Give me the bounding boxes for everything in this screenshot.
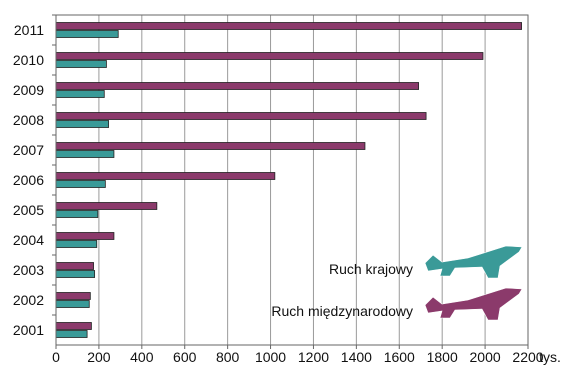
bars bbox=[55, 22, 522, 338]
y-tick-label: 2008 bbox=[13, 112, 44, 128]
x-tick-label: 2000 bbox=[470, 349, 501, 365]
legend: Ruch krajowy Ruch międzynarodowy bbox=[271, 245, 523, 321]
y-tick-label: 2010 bbox=[13, 52, 44, 68]
legend-item-domestic: Ruch krajowy bbox=[329, 245, 523, 279]
y-tick-label: 2002 bbox=[13, 292, 44, 308]
x-tick-label: 1400 bbox=[341, 349, 372, 365]
y-tick-label: 2009 bbox=[13, 82, 44, 98]
bar-international bbox=[55, 202, 158, 210]
x-tick-label: 1200 bbox=[298, 349, 329, 365]
axis-ticks: 0 200 400 600 800 1000 1200 1400 1600 1800 2000 220… bbox=[13, 14, 544, 365]
bar-international bbox=[55, 52, 484, 60]
x-axis-unit-label: tys. bbox=[539, 349, 561, 365]
bar-international bbox=[55, 292, 91, 300]
bar-international bbox=[55, 262, 94, 270]
x-tick-label: 800 bbox=[216, 349, 240, 365]
legend-label-international: Ruch międzynarodowy bbox=[271, 303, 413, 319]
airplane-icon bbox=[424, 287, 523, 321]
bar-domestic bbox=[55, 90, 105, 98]
bar-domestic bbox=[55, 150, 115, 158]
y-tick-label: 2003 bbox=[13, 262, 44, 278]
airplane-icon bbox=[424, 245, 523, 279]
bar-domestic bbox=[55, 240, 98, 248]
y-tick-label: 2005 bbox=[13, 202, 44, 218]
y-tick-label: 2011 bbox=[14, 22, 44, 38]
x-tick-label: 200 bbox=[87, 349, 111, 365]
x-tick-label: 1000 bbox=[255, 349, 286, 365]
bar-international bbox=[55, 112, 427, 120]
gridlines bbox=[98, 15, 486, 345]
plot-frame bbox=[55, 14, 529, 346]
bar-international bbox=[55, 172, 276, 180]
x-tick-label: 2200 bbox=[512, 349, 543, 365]
bar-domestic bbox=[55, 180, 106, 188]
y-tick-label: 2006 bbox=[13, 172, 44, 188]
bar-domestic bbox=[55, 270, 96, 278]
bar-domestic bbox=[55, 330, 88, 338]
x-tick-label: 0 bbox=[52, 349, 60, 365]
y-tick-label: 2007 bbox=[13, 142, 44, 158]
legend-label-domestic: Ruch krajowy bbox=[329, 261, 413, 277]
x-tick-label: 400 bbox=[130, 349, 154, 365]
legend-item-international: Ruch międzynarodowy bbox=[271, 287, 523, 321]
x-tick-label: 600 bbox=[173, 349, 197, 365]
x-tick-label: 1600 bbox=[384, 349, 415, 365]
bar-domestic bbox=[55, 300, 90, 308]
bar-international bbox=[55, 142, 366, 150]
bar-domestic bbox=[55, 120, 109, 128]
bar-international bbox=[55, 82, 419, 90]
bar-international bbox=[55, 322, 92, 330]
bar-international bbox=[55, 22, 522, 30]
y-tick-label: 2001 bbox=[13, 322, 44, 338]
x-tick-label: 1800 bbox=[427, 349, 458, 365]
bar-domestic bbox=[55, 210, 99, 218]
bar-domestic bbox=[55, 30, 119, 38]
y-tick-label: 2004 bbox=[13, 232, 44, 248]
bar-domestic bbox=[55, 60, 107, 68]
bar-international bbox=[55, 232, 115, 240]
